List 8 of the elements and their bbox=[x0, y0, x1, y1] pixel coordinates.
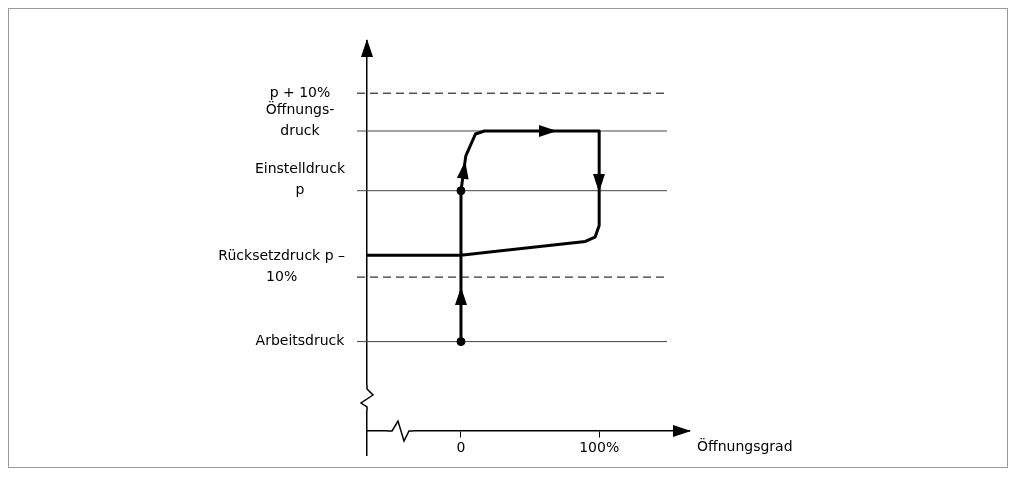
x-tick-label: 100% bbox=[579, 439, 620, 456]
x-tick-label: 0 bbox=[456, 439, 466, 456]
ref-line-label: Einstelldruck p bbox=[254, 160, 346, 198]
ref-line-label: p + 10% bbox=[269, 83, 331, 100]
ref-line-label: Rücksetzdruck p – 10% bbox=[218, 246, 346, 284]
ref-line-label: Öffnungs- druck bbox=[265, 99, 335, 138]
ref-line-label: Arbeitsdruck bbox=[255, 332, 346, 349]
x-axis-title: Öffnungsgrad bbox=[697, 436, 793, 454]
